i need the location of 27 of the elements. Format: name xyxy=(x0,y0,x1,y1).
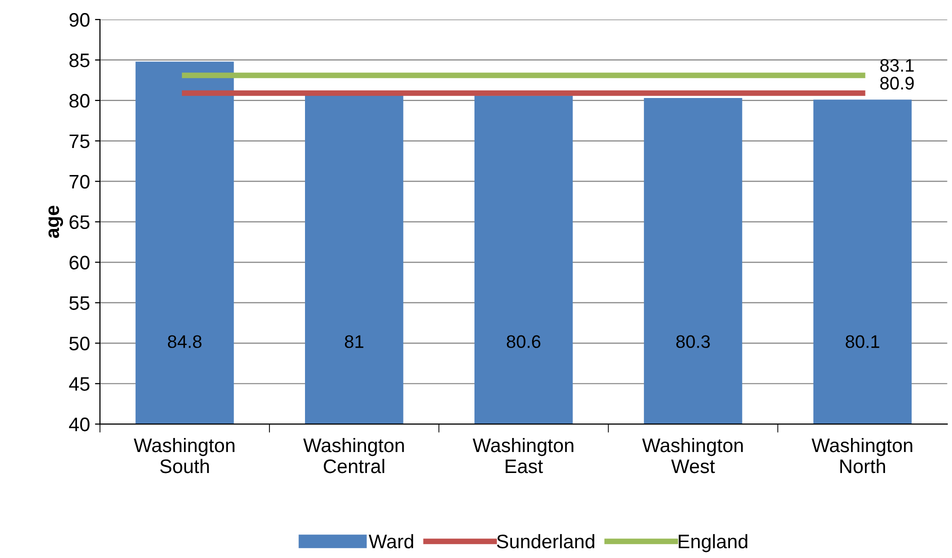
data-label: 80.9 xyxy=(880,76,914,90)
legend-label: England xyxy=(678,534,748,552)
y-tick-label: 70 xyxy=(70,174,90,189)
data-label: 81 xyxy=(344,335,364,348)
y-tick-label: 60 xyxy=(70,256,90,270)
data-label: 83.1 xyxy=(880,59,914,72)
x-tick-label: Washington East xyxy=(472,438,574,474)
y-axis-title: age xyxy=(48,206,64,238)
y-tick-label: 90 xyxy=(70,13,90,27)
y-tick-label: 55 xyxy=(69,296,90,310)
x-tick-label: Washington South xyxy=(134,438,234,474)
data-label: 84.8 xyxy=(168,335,202,348)
y-tick-label: 85 xyxy=(69,53,90,68)
legend-label: Sunderland xyxy=(496,534,594,548)
y-tick-label: 80 xyxy=(69,94,90,108)
y-tick-label: 50 xyxy=(69,336,90,350)
y-tick-label: 75 xyxy=(70,134,90,148)
data-label: 80.6 xyxy=(506,335,540,348)
y-tick-label: 45 xyxy=(69,377,90,391)
y-tick-label: 40 xyxy=(69,418,90,432)
x-tick-label: Washington West xyxy=(642,438,743,474)
x-tick-label: Washington North xyxy=(812,438,912,474)
legend-label: Ward xyxy=(368,534,414,548)
y-tick-label: 65 xyxy=(70,215,90,230)
data-label: 80.1 xyxy=(846,335,880,348)
data-label: 80.3 xyxy=(676,335,710,348)
x-tick-label: Washington Central xyxy=(303,438,404,474)
